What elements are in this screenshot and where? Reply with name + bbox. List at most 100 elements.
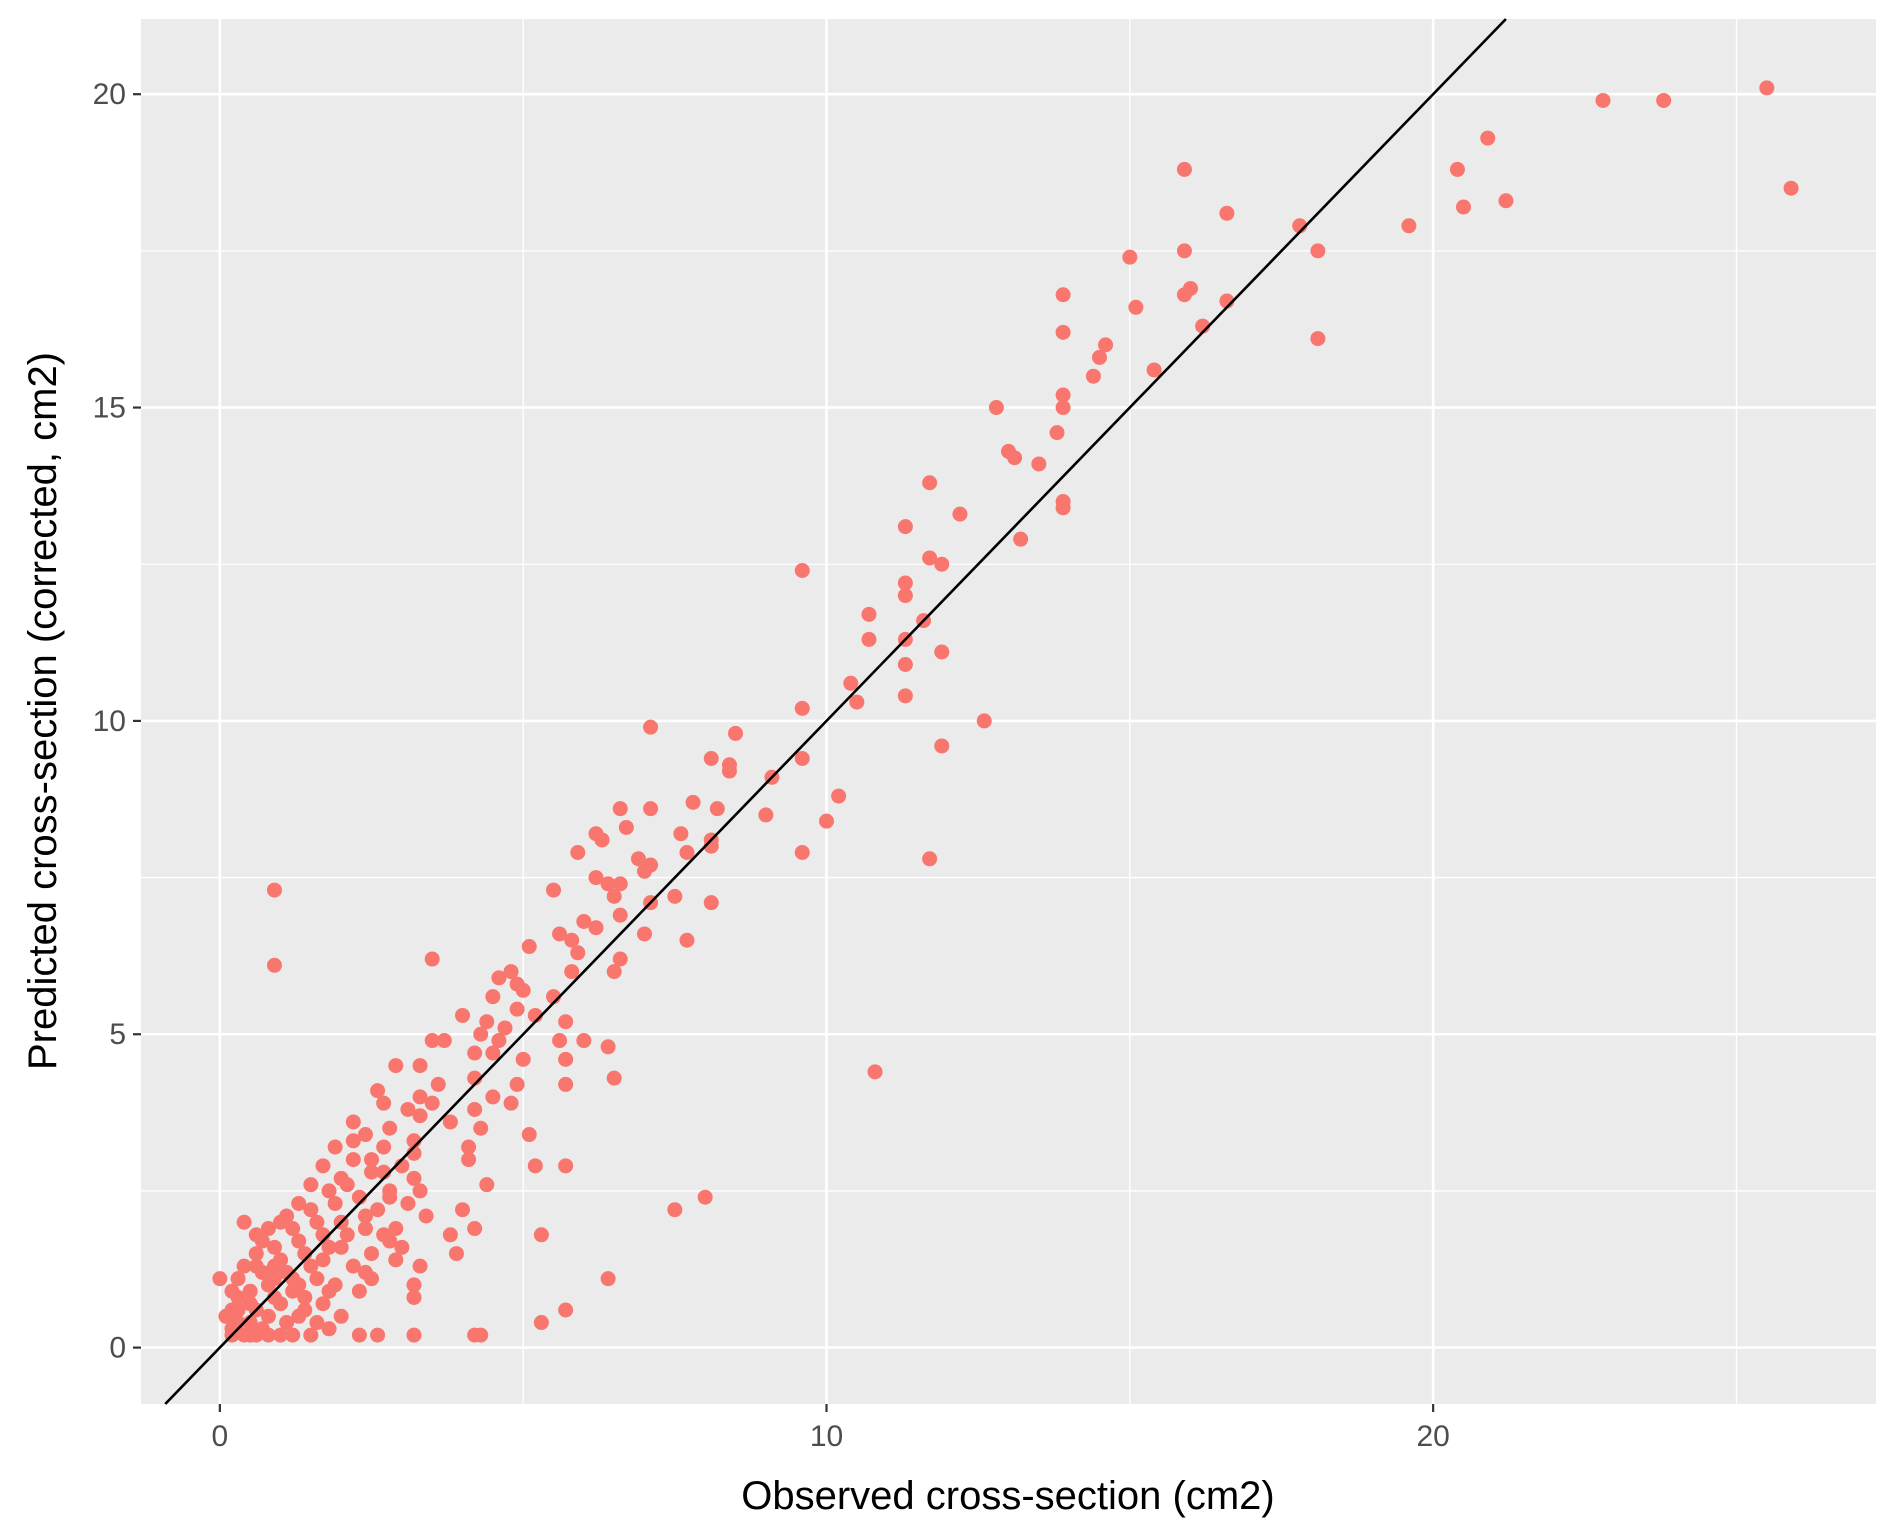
data-point [721, 763, 737, 779]
data-point [1122, 249, 1138, 265]
data-point [922, 851, 938, 867]
data-point [224, 1302, 240, 1318]
data-point [364, 1271, 380, 1287]
data-point [303, 1327, 319, 1343]
data-point [515, 982, 531, 998]
data-point [1498, 193, 1514, 209]
data-point [1759, 80, 1775, 96]
data-point [357, 1127, 373, 1143]
data-point [667, 1202, 683, 1218]
data-point [230, 1271, 246, 1287]
data-point [679, 845, 695, 861]
data-point [321, 1183, 337, 1199]
data-point [376, 1095, 392, 1111]
data-point [491, 1033, 507, 1049]
data-point [266, 1239, 282, 1255]
data-point [357, 1221, 373, 1237]
data-point [461, 1152, 477, 1168]
data-point [370, 1083, 386, 1099]
data-point [236, 1214, 252, 1230]
data-point [843, 675, 859, 691]
data-point [612, 907, 628, 923]
data-point [934, 644, 950, 660]
y-tick-label: 0 [109, 1332, 126, 1365]
data-point [291, 1277, 307, 1293]
data-point [758, 807, 774, 823]
x-tick-label: 20 [1416, 1420, 1449, 1453]
data-point [442, 1227, 458, 1243]
data-point [309, 1315, 325, 1331]
data-point [558, 1158, 574, 1174]
data-point [394, 1239, 410, 1255]
data-point [279, 1315, 295, 1331]
data-point [861, 606, 877, 622]
data-point [600, 1039, 616, 1055]
data-point [400, 1101, 416, 1117]
data-point [637, 863, 653, 879]
data-point [327, 1195, 343, 1211]
data-point [333, 1170, 349, 1186]
data-point [533, 1227, 549, 1243]
data-point [867, 1064, 883, 1080]
data-point [479, 1177, 495, 1193]
data-point [424, 1033, 440, 1049]
data-point [552, 1033, 568, 1049]
data-point [1055, 500, 1071, 516]
data-point [224, 1283, 240, 1299]
data-point [564, 964, 580, 980]
plot-panel [141, 19, 1876, 1404]
data-point [618, 819, 634, 835]
data-point [351, 1327, 367, 1343]
data-point [461, 1139, 477, 1155]
data-point [412, 1058, 428, 1074]
x-tick-label: 10 [810, 1420, 843, 1453]
data-point [897, 688, 913, 704]
data-point [491, 970, 507, 986]
y-axis-title: Predicted cross-section (corrected, cm2) [21, 352, 65, 1070]
data-point [285, 1221, 301, 1237]
data-point [861, 631, 877, 647]
data-point [370, 1202, 386, 1218]
data-point [260, 1221, 276, 1237]
data-point [897, 588, 913, 604]
data-point [600, 1271, 616, 1287]
data-point [279, 1208, 295, 1224]
data-point [345, 1258, 361, 1274]
data-point [212, 1271, 228, 1287]
data-point [285, 1327, 301, 1343]
data-point [533, 1315, 549, 1331]
data-point [412, 1108, 428, 1124]
data-point [509, 1076, 525, 1092]
data-point [697, 1189, 713, 1205]
data-point [424, 1095, 440, 1111]
data-point [297, 1289, 313, 1305]
data-point [643, 719, 659, 735]
data-point [260, 1327, 276, 1343]
y-tick-label: 15 [93, 392, 126, 425]
data-point [430, 1076, 446, 1092]
data-point [297, 1302, 313, 1318]
data-point [370, 1327, 386, 1343]
data-point [1176, 161, 1192, 177]
data-point [849, 694, 865, 710]
data-point [467, 1221, 483, 1237]
data-point [552, 926, 568, 942]
data-point [455, 1007, 471, 1023]
data-point [703, 751, 719, 767]
data-point [521, 1127, 537, 1143]
data-point [321, 1283, 337, 1299]
data-point [630, 851, 646, 867]
data-point [242, 1296, 258, 1312]
data-point [897, 656, 913, 672]
data-point [333, 1308, 349, 1324]
data-point [794, 700, 810, 716]
data-point [1146, 362, 1162, 378]
data-point [527, 1158, 543, 1174]
data-point [558, 1051, 574, 1067]
major-gridlines [141, 19, 1876, 1404]
data-point [679, 932, 695, 948]
data-point [922, 475, 938, 491]
data-point [364, 1152, 380, 1168]
data-point [345, 1114, 361, 1130]
data-point [242, 1283, 258, 1299]
